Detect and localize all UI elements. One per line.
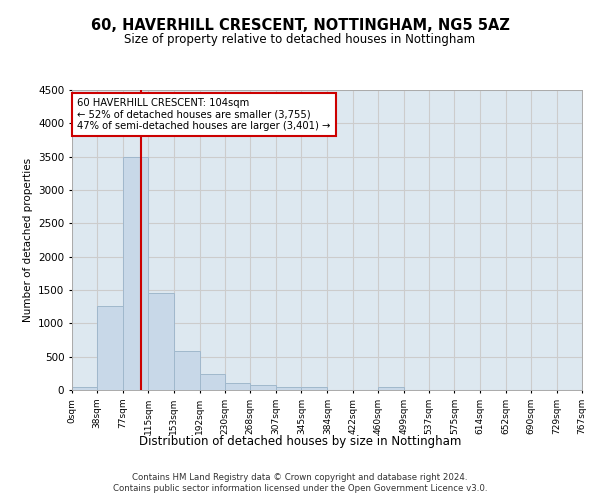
Bar [250,384,276,390]
Text: 60, HAVERHILL CRESCENT, NOTTINGHAM, NG5 5AZ: 60, HAVERHILL CRESCENT, NOTTINGHAM, NG5 … [91,18,509,32]
Bar [378,386,404,390]
Bar [148,292,174,390]
Bar [200,374,225,390]
Bar [174,352,200,390]
Bar [225,382,250,390]
Bar [301,388,328,390]
Bar [276,386,301,390]
Bar [123,158,148,390]
Bar [72,388,97,390]
Text: Distribution of detached houses by size in Nottingham: Distribution of detached houses by size … [139,435,461,448]
Text: Size of property relative to detached houses in Nottingham: Size of property relative to detached ho… [124,32,476,46]
Y-axis label: Number of detached properties: Number of detached properties [23,158,32,322]
Text: Contains HM Land Registry data © Crown copyright and database right 2024.: Contains HM Land Registry data © Crown c… [132,472,468,482]
Bar [97,306,123,390]
Text: 60 HAVERHILL CRESCENT: 104sqm
← 52% of detached houses are smaller (3,755)
47% o: 60 HAVERHILL CRESCENT: 104sqm ← 52% of d… [77,98,331,131]
Text: Contains public sector information licensed under the Open Government Licence v3: Contains public sector information licen… [113,484,487,493]
